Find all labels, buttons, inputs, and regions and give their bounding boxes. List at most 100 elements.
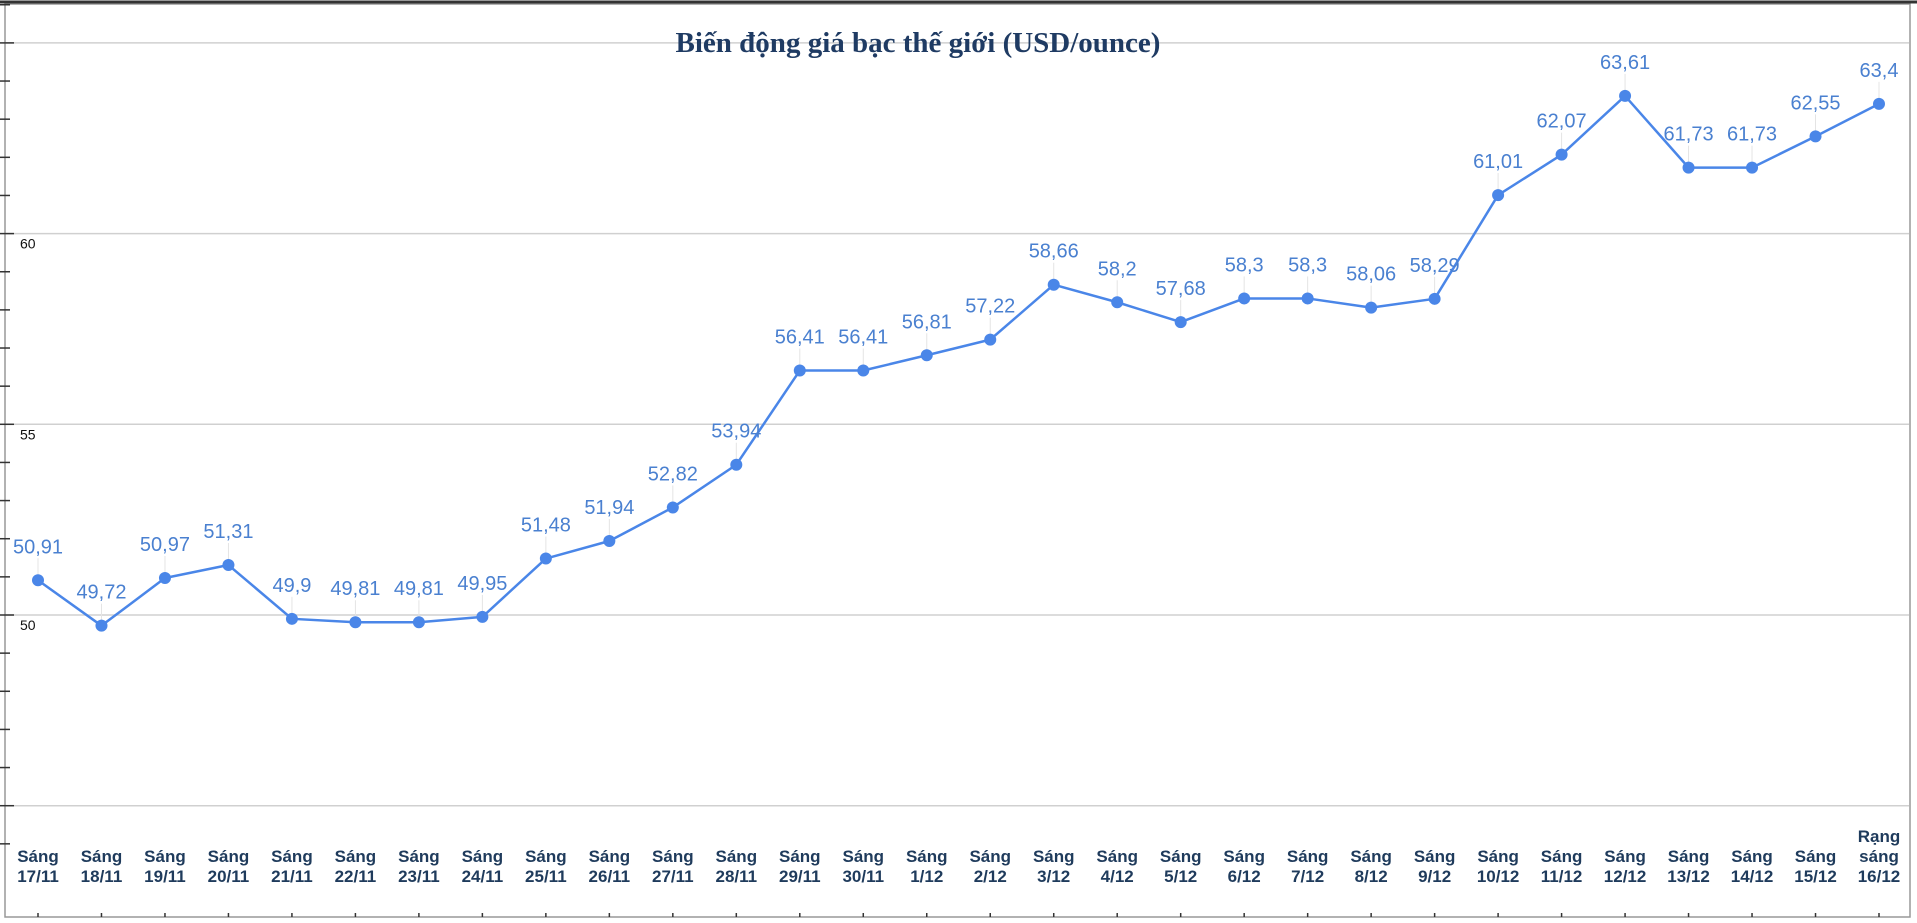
data-point bbox=[1238, 292, 1251, 305]
data-label: 58,2 bbox=[1098, 258, 1137, 280]
data-point bbox=[793, 364, 806, 377]
x-tick-label-line: 1/12 bbox=[910, 867, 943, 886]
x-tick-label-line: Sáng bbox=[589, 847, 631, 866]
data-point bbox=[1174, 316, 1187, 329]
data-label: 57,22 bbox=[965, 296, 1015, 318]
x-tick-label-line: Sáng bbox=[969, 847, 1011, 866]
data-point bbox=[1873, 97, 1885, 110]
x-tick-label-line: 28/11 bbox=[716, 867, 758, 886]
series-line bbox=[37, 94, 1880, 627]
x-tick-label-line: 6/12 bbox=[1228, 867, 1261, 886]
x-tick-label: Sáng 28/11 bbox=[716, 847, 758, 886]
data-label: 58,3 bbox=[1225, 254, 1264, 276]
x-tick-label: Sáng 10/12 bbox=[1477, 847, 1520, 886]
x-tick-label-line: Sáng bbox=[144, 847, 186, 866]
data-label: 51,31 bbox=[203, 521, 253, 543]
x-tick-label: Sáng 9/12 bbox=[1414, 847, 1456, 886]
x-tick-label: Sáng 18/11 bbox=[81, 847, 123, 886]
data-point bbox=[1111, 296, 1124, 309]
y-tick-label: 55 bbox=[20, 426, 36, 442]
x-tick-label-line: Sáng bbox=[271, 847, 313, 866]
data-point bbox=[1809, 130, 1822, 143]
x-tick-label-line: 11/12 bbox=[1541, 867, 1583, 886]
x-tick-label: Sáng 6/12 bbox=[1223, 847, 1265, 886]
data-point bbox=[158, 572, 171, 585]
x-tick-label-line: 22/11 bbox=[335, 867, 377, 886]
data-label: 51,48 bbox=[521, 515, 571, 537]
x-tick-label-line: 4/12 bbox=[1101, 867, 1134, 886]
x-tick-label-line: Sáng bbox=[1096, 847, 1138, 866]
x-tick-label-line: Sáng bbox=[842, 847, 884, 866]
x-tick-label-line: 20/11 bbox=[208, 867, 250, 886]
data-label: 50,91 bbox=[13, 536, 63, 558]
data-label: 61,01 bbox=[1473, 151, 1523, 173]
data-label: 58,66 bbox=[1029, 241, 1079, 263]
x-tick-label-line: Sáng bbox=[17, 847, 59, 866]
data-label: 58,3 bbox=[1288, 254, 1327, 276]
x-tick-label: Sáng 13/12 bbox=[1667, 847, 1710, 886]
data-label: 58,06 bbox=[1346, 264, 1396, 286]
data-point bbox=[1047, 278, 1060, 291]
x-tick-label-line: Sáng bbox=[81, 847, 123, 866]
x-tick-label-line: 14/12 bbox=[1731, 867, 1774, 886]
x-tick-label: Sáng 19/11 bbox=[144, 847, 186, 886]
data-label: 62,55 bbox=[1790, 92, 1840, 114]
data-point bbox=[920, 349, 933, 362]
x-tick-label: Sáng 23/11 bbox=[398, 847, 440, 886]
x-tick-label-line: Sáng bbox=[398, 847, 440, 866]
x-tick-label-line: 13/12 bbox=[1667, 867, 1710, 886]
x-tick-label-line: Rạng bbox=[1858, 827, 1901, 846]
data-point bbox=[730, 458, 743, 471]
data-label: 49,9 bbox=[272, 575, 311, 597]
data-label: 49,81 bbox=[394, 578, 444, 600]
x-tick-label: Sáng 7/12 bbox=[1287, 847, 1329, 886]
x-tick-label: Sáng 20/11 bbox=[208, 847, 250, 886]
data-label: 50,97 bbox=[140, 534, 190, 556]
x-tick-label: Sáng 12/12 bbox=[1604, 847, 1647, 886]
data-point bbox=[857, 364, 870, 377]
x-tick-label-line: Sáng bbox=[1604, 847, 1646, 866]
data-point bbox=[476, 610, 489, 623]
x-tick-label-line: 21/11 bbox=[271, 867, 313, 886]
x-tick-label-line: 16/12 bbox=[1858, 867, 1901, 886]
x-tick-label-line: Sáng bbox=[525, 847, 567, 866]
data-label: 56,41 bbox=[838, 327, 888, 349]
data-point bbox=[1555, 148, 1568, 161]
x-tick-label: Sáng 4/12 bbox=[1096, 847, 1138, 886]
x-tick-label-line: 19/11 bbox=[144, 867, 186, 886]
x-tick-label-line: 7/12 bbox=[1291, 867, 1324, 886]
x-tick-label: Sáng 29/11 bbox=[779, 847, 821, 886]
x-tick-label-line: 8/12 bbox=[1355, 867, 1388, 886]
data-label: 58,29 bbox=[1410, 255, 1460, 277]
x-tick-label-line: Sáng bbox=[779, 847, 821, 866]
x-tick-label-line: Sáng bbox=[1414, 847, 1456, 866]
x-tick-label-line: Sáng bbox=[1668, 847, 1710, 866]
x-tick-label-line: 29/11 bbox=[779, 867, 821, 886]
data-point bbox=[412, 616, 425, 629]
data-label: 52,82 bbox=[648, 463, 698, 485]
x-tick-label-line: Sáng bbox=[716, 847, 758, 866]
x-tick-label: Sáng 21/11 bbox=[271, 847, 313, 886]
x-tick-label: Sáng 27/11 bbox=[652, 847, 694, 886]
x-tick-label: Sáng 8/12 bbox=[1350, 847, 1392, 886]
x-tick-label-line: Sáng bbox=[1223, 847, 1265, 866]
data-point bbox=[1301, 292, 1314, 305]
x-tick-label-line: 23/11 bbox=[398, 867, 440, 886]
x-tick-label-line: Sáng bbox=[1477, 847, 1519, 866]
data-point bbox=[666, 501, 679, 514]
x-tick-label-line: Sáng bbox=[1033, 847, 1075, 866]
data-label: 49,81 bbox=[330, 578, 380, 600]
data-point bbox=[1428, 292, 1441, 305]
x-tick-label-line: Sáng bbox=[1287, 847, 1329, 866]
x-tick-label-line: Sáng bbox=[1541, 847, 1583, 866]
x-tick-label-line: 10/12 bbox=[1477, 867, 1520, 886]
x-tick-label-line: Sáng bbox=[1795, 847, 1837, 866]
x-tick-label: Sáng 14/12 bbox=[1731, 847, 1774, 886]
data-point bbox=[285, 612, 298, 625]
data-label: 53,94 bbox=[711, 421, 761, 443]
data-label: 63,61 bbox=[1600, 52, 1650, 74]
data-label: 61,73 bbox=[1664, 124, 1714, 146]
x-tick-label-line: 30/11 bbox=[842, 867, 884, 886]
data-label: 56,41 bbox=[775, 327, 825, 349]
x-tick-label: Sáng 30/11 bbox=[842, 847, 884, 886]
